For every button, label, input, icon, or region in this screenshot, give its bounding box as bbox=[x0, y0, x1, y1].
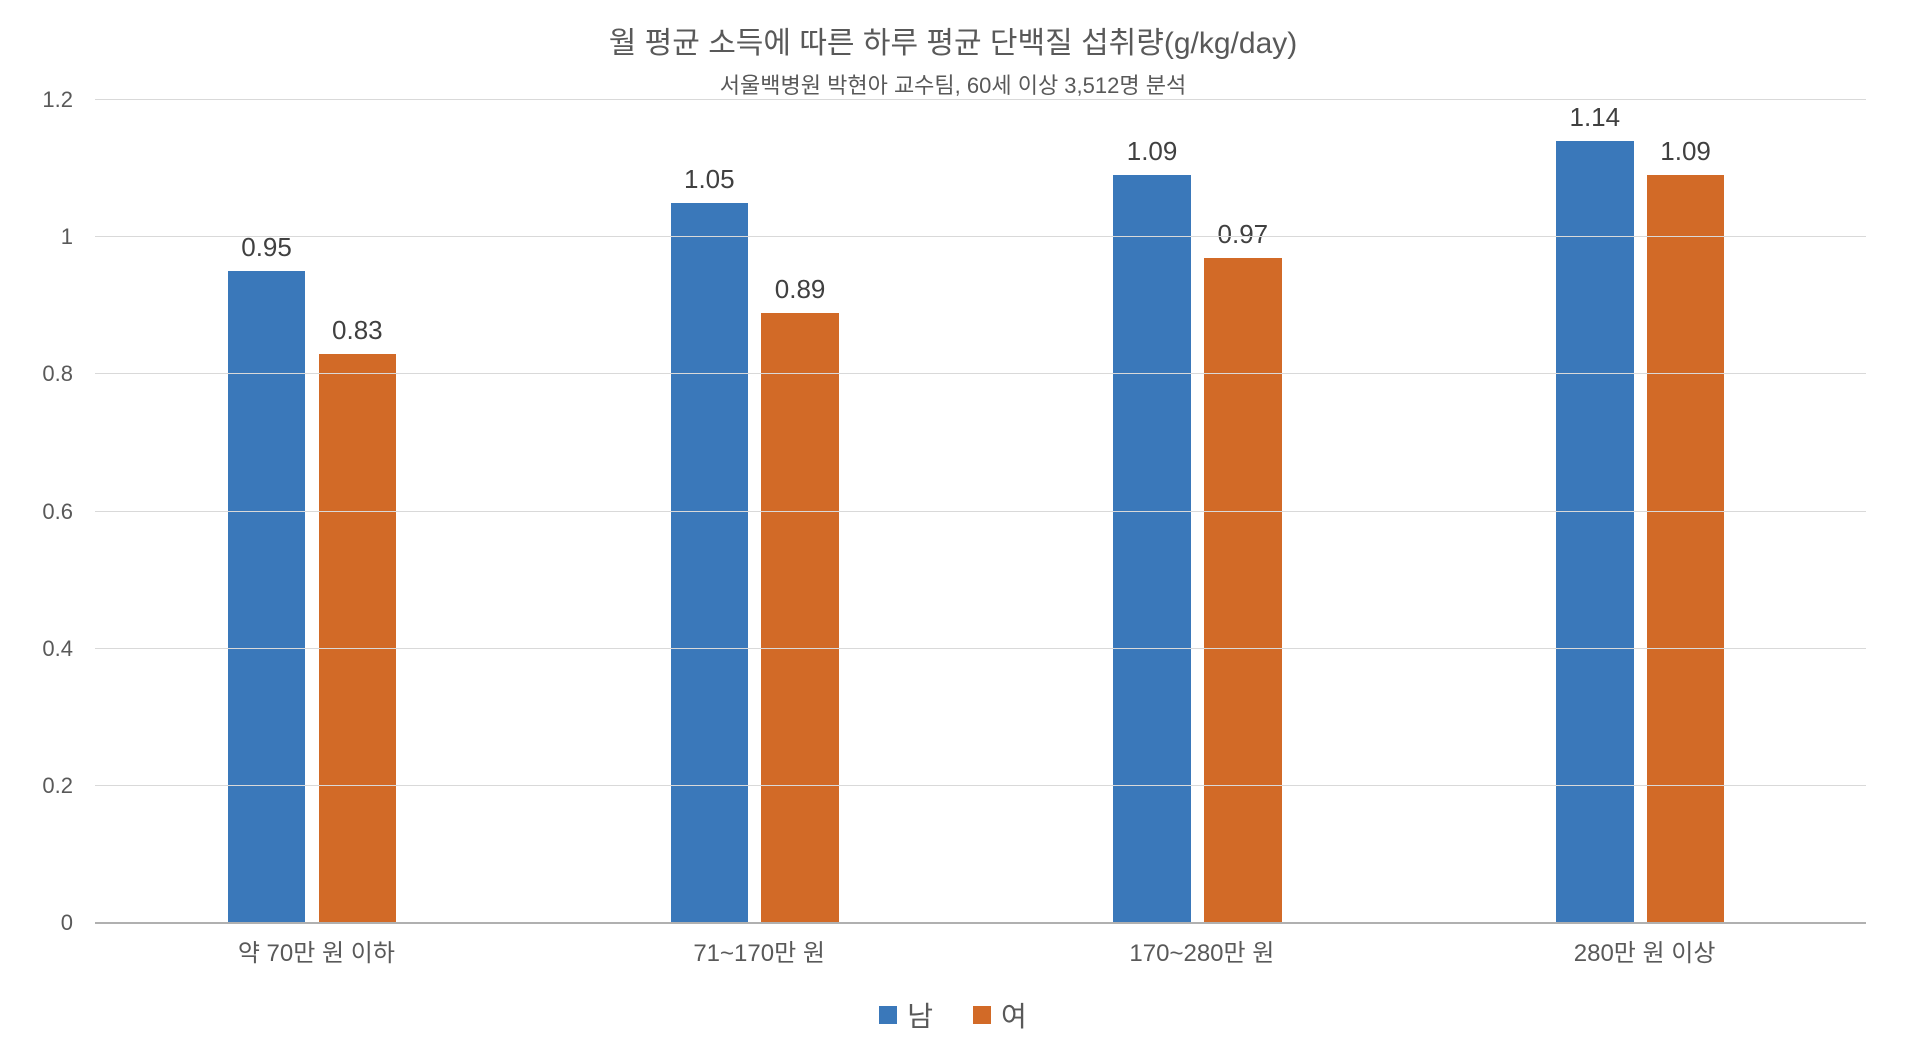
x-axis-label: 71~170만 원 bbox=[538, 933, 981, 968]
bar-value-label: 0.89 bbox=[700, 274, 900, 305]
x-axis-labels: 약 70만 원 이하71~170만 원170~280만 원280만 원 이상 bbox=[95, 933, 1866, 968]
bar-group: 1.09 0.97 bbox=[981, 100, 1424, 923]
gridline bbox=[95, 99, 1866, 100]
legend-swatch-icon bbox=[973, 1006, 991, 1024]
chart-title: 월 평균 소득에 따른 하루 평균 단백질 섭취량(g/kg/day) bbox=[0, 18, 1906, 62]
title-block: 월 평균 소득에 따른 하루 평균 단백질 섭취량(g/kg/day) 서울백병… bbox=[0, 0, 1906, 100]
y-axis: 00.20.40.60.811.2 bbox=[0, 100, 85, 923]
plot-area: 0.950.831.050.891.090.971.141.09 bbox=[95, 100, 1866, 923]
bar-value-label: 1.09 bbox=[1052, 136, 1252, 167]
bar-group: 0.950.83 bbox=[95, 100, 538, 923]
bar-groups: 0.950.831.050.891.090.971.141.09 bbox=[95, 100, 1866, 923]
bar-여 bbox=[1204, 258, 1281, 923]
legend-label: 남 bbox=[907, 995, 933, 1035]
y-tick-label: 0.4 bbox=[42, 636, 73, 662]
gridline bbox=[95, 511, 1866, 512]
chart-container: 월 평균 소득에 따른 하루 평균 단백질 섭취량(g/kg/day) 서울백병… bbox=[0, 0, 1906, 1063]
gridline bbox=[95, 648, 1866, 649]
bar-남 bbox=[671, 203, 748, 923]
y-tick-label: 1 bbox=[61, 224, 73, 250]
bar-남 bbox=[228, 271, 305, 923]
bar-value-label: 0.97 bbox=[1143, 219, 1343, 250]
bar-value-label: 1.05 bbox=[609, 164, 809, 195]
y-tick-label: 0 bbox=[61, 910, 73, 936]
x-axis-label: 170~280만 원 bbox=[981, 933, 1424, 968]
bar-여 bbox=[1647, 175, 1724, 923]
bar-남 bbox=[1556, 141, 1633, 923]
legend-label: 여 bbox=[1001, 995, 1027, 1035]
bar-group: 1.05 0.89 bbox=[538, 100, 981, 923]
legend-item: 남 bbox=[879, 995, 933, 1035]
legend-swatch-icon bbox=[879, 1006, 897, 1024]
x-axis-label: 약 70만 원 이하 bbox=[95, 933, 538, 968]
y-tick-label: 0.8 bbox=[42, 361, 73, 387]
gridline bbox=[95, 373, 1866, 374]
bar-여 bbox=[761, 313, 838, 923]
y-tick-label: 0.2 bbox=[42, 773, 73, 799]
gridline bbox=[95, 785, 1866, 786]
y-tick-label: 0.6 bbox=[42, 499, 73, 525]
x-axis-baseline bbox=[95, 922, 1866, 924]
gridline bbox=[95, 236, 1866, 237]
bar-value-label: 1.14 bbox=[1495, 102, 1695, 133]
bar-남 bbox=[1113, 175, 1190, 923]
bar-value-label: 1.09 bbox=[1586, 136, 1786, 167]
bar-group: 1.141.09 bbox=[1423, 100, 1866, 923]
x-axis-label: 280만 원 이상 bbox=[1423, 933, 1866, 968]
legend: 남여 bbox=[0, 995, 1906, 1035]
chart-subtitle: 서울백병원 박현아 교수팀, 60세 이상 3,512명 분석 bbox=[0, 68, 1906, 100]
y-tick-label: 1.2 bbox=[42, 87, 73, 113]
legend-item: 여 bbox=[973, 995, 1027, 1035]
bar-여 bbox=[319, 354, 396, 923]
bar-value-label: 0.83 bbox=[257, 315, 457, 346]
